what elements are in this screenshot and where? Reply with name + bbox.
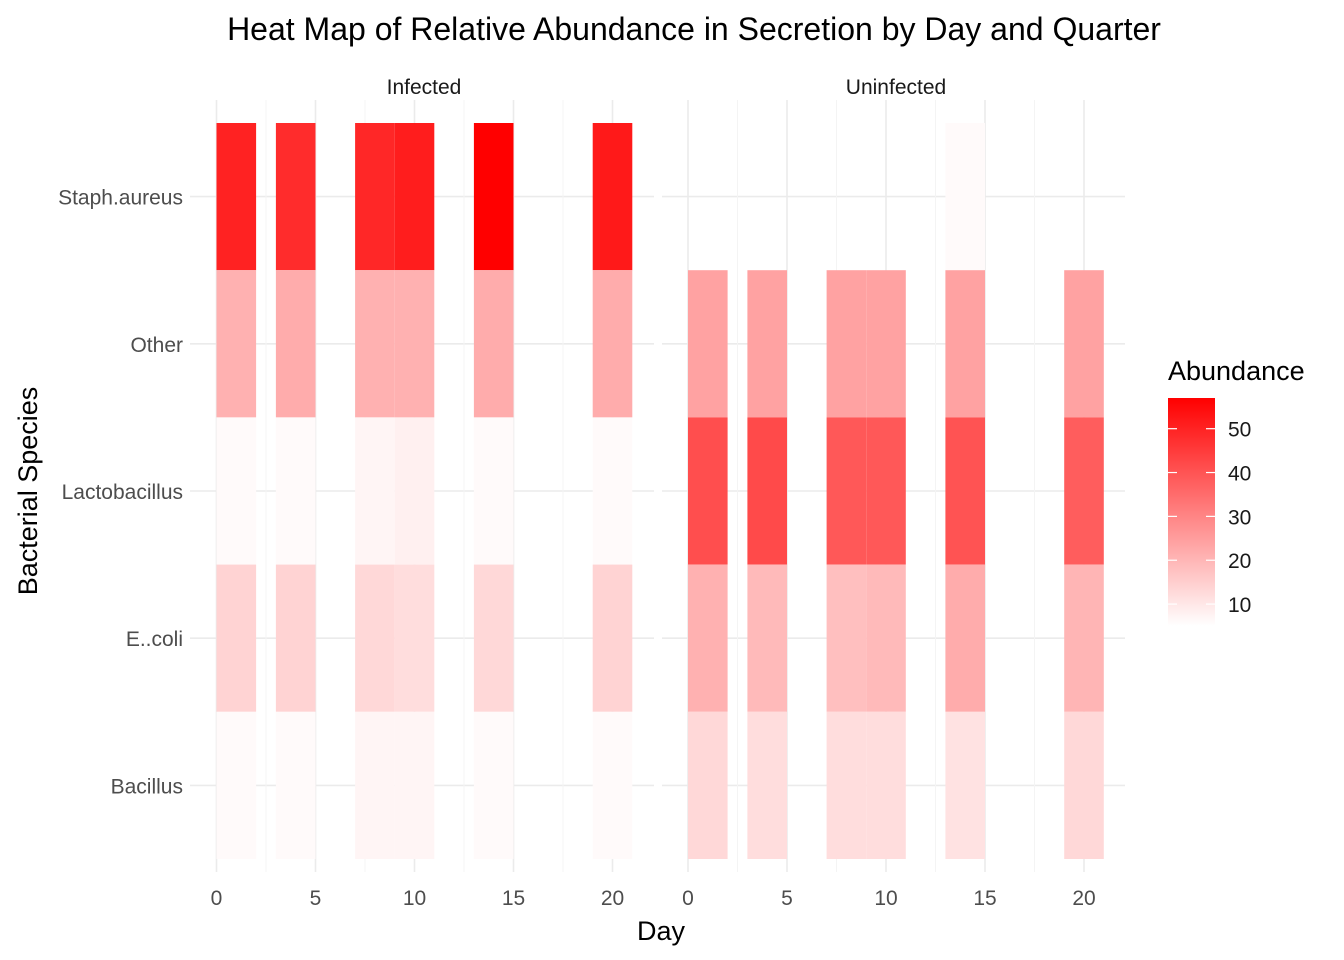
heatmap-tile [473, 123, 514, 271]
y-tick-label: Lactobacillus [62, 481, 183, 504]
heatmap-tile [826, 711, 867, 859]
heatmap-tile [1064, 270, 1104, 418]
heatmap-tile [275, 711, 316, 859]
heatmap-tile [866, 564, 906, 712]
heatmap-tile [473, 417, 514, 565]
heatmap-tile [592, 417, 633, 565]
x-tick-label: 5 [781, 887, 793, 910]
legend-ticks: 10 20 30 40 50 [1168, 419, 1251, 617]
heatmap-tile [1064, 711, 1104, 859]
x-tick-label: 15 [973, 887, 996, 910]
heatmap-tile [355, 270, 395, 418]
heatmap-tile [688, 270, 728, 418]
x-axis-label: Day [637, 916, 686, 946]
heatmap-tile [355, 564, 395, 712]
x-axis-tick-labels: 0 5 10 15 20 0 5 10 15 20 [211, 887, 1096, 910]
heatmap-tile [826, 417, 867, 565]
heatmap-tile [866, 270, 906, 418]
heatmap-tile [945, 711, 985, 859]
heatmap-tile [473, 711, 514, 859]
heatmap-tile [592, 123, 633, 271]
heatmap-tile [747, 564, 787, 712]
heatmap-tile [394, 711, 435, 859]
heatmap-tile [688, 711, 728, 859]
heatmap-tile [945, 417, 985, 565]
heatmap-tile [826, 270, 867, 418]
heatmap-tile [355, 417, 395, 565]
heatmap-tile [866, 417, 906, 565]
heatmap-tile [1064, 417, 1104, 565]
heatmap-tile [747, 711, 787, 859]
heatmap-tile [216, 564, 257, 712]
x-tick-label: 15 [502, 887, 525, 910]
legend: Abundance 10 20 30 40 50 [1168, 356, 1305, 626]
heatmap-tile [473, 270, 514, 418]
y-axis-label: Bacterial Species [13, 387, 43, 596]
heatmap-tile [592, 270, 633, 418]
legend-tick-label: 10 [1228, 594, 1251, 617]
heatmap-tile [275, 270, 316, 418]
chart-title: Heat Map of Relative Abundance in Secret… [227, 11, 1161, 47]
legend-tick-label: 20 [1228, 550, 1251, 573]
facet-label-infected: Infected [387, 76, 462, 99]
heatmap-tile [945, 270, 985, 418]
heatmap-tile [216, 123, 257, 271]
y-tick-label: Staph.aureus [58, 187, 183, 210]
heatmap-tile [747, 270, 787, 418]
heatmap-tile [473, 564, 514, 712]
heatmap-tile [275, 417, 316, 565]
heatmap-tile [592, 564, 633, 712]
heatmap-tile [1064, 564, 1104, 712]
heatmap-tile [866, 711, 906, 859]
heatmap-tile [688, 417, 728, 565]
heatmap-tile [216, 711, 257, 859]
legend-tick-label: 50 [1228, 419, 1251, 442]
x-tick-label: 10 [874, 887, 897, 910]
heatmap-tile [216, 270, 257, 418]
y-axis-tick-labels: Staph.aureus Other Lactobacillus E..coli Bac… [58, 187, 183, 799]
heatmap-tile [688, 564, 728, 712]
legend-tick-label: 40 [1228, 463, 1251, 486]
legend-tick-label: 30 [1228, 506, 1251, 529]
heatmap-tile [394, 123, 435, 271]
heatmap-tile [394, 564, 435, 712]
x-tick-label: 20 [601, 887, 624, 910]
facet-label-uninfected: Uninfected [846, 76, 946, 99]
y-tick-label: E..coli [126, 628, 183, 651]
heatmap-tile [216, 417, 257, 565]
heatmap-tiles [216, 123, 1104, 859]
y-tick-label: Other [130, 334, 183, 357]
heatmap-tile [394, 417, 435, 565]
x-tick-label: 0 [682, 887, 694, 910]
legend-title: Abundance [1168, 356, 1305, 386]
heatmap-tile [275, 564, 316, 712]
heatmap-tile [275, 123, 316, 271]
x-tick-label: 5 [310, 887, 322, 910]
heatmap-tile [826, 564, 867, 712]
x-tick-label: 0 [211, 887, 223, 910]
y-tick-label: Bacillus [111, 775, 183, 798]
heatmap-tile [355, 711, 395, 859]
legend-colorbar [1168, 398, 1215, 626]
x-tick-label: 10 [403, 887, 426, 910]
heatmap-tile [592, 711, 633, 859]
heatmap-tile [945, 123, 985, 271]
heatmap-tile [945, 564, 985, 712]
heatmap-tile [394, 270, 435, 418]
heatmap-tile [747, 417, 787, 565]
heatmap-tile [355, 123, 395, 271]
x-tick-label: 20 [1072, 887, 1095, 910]
